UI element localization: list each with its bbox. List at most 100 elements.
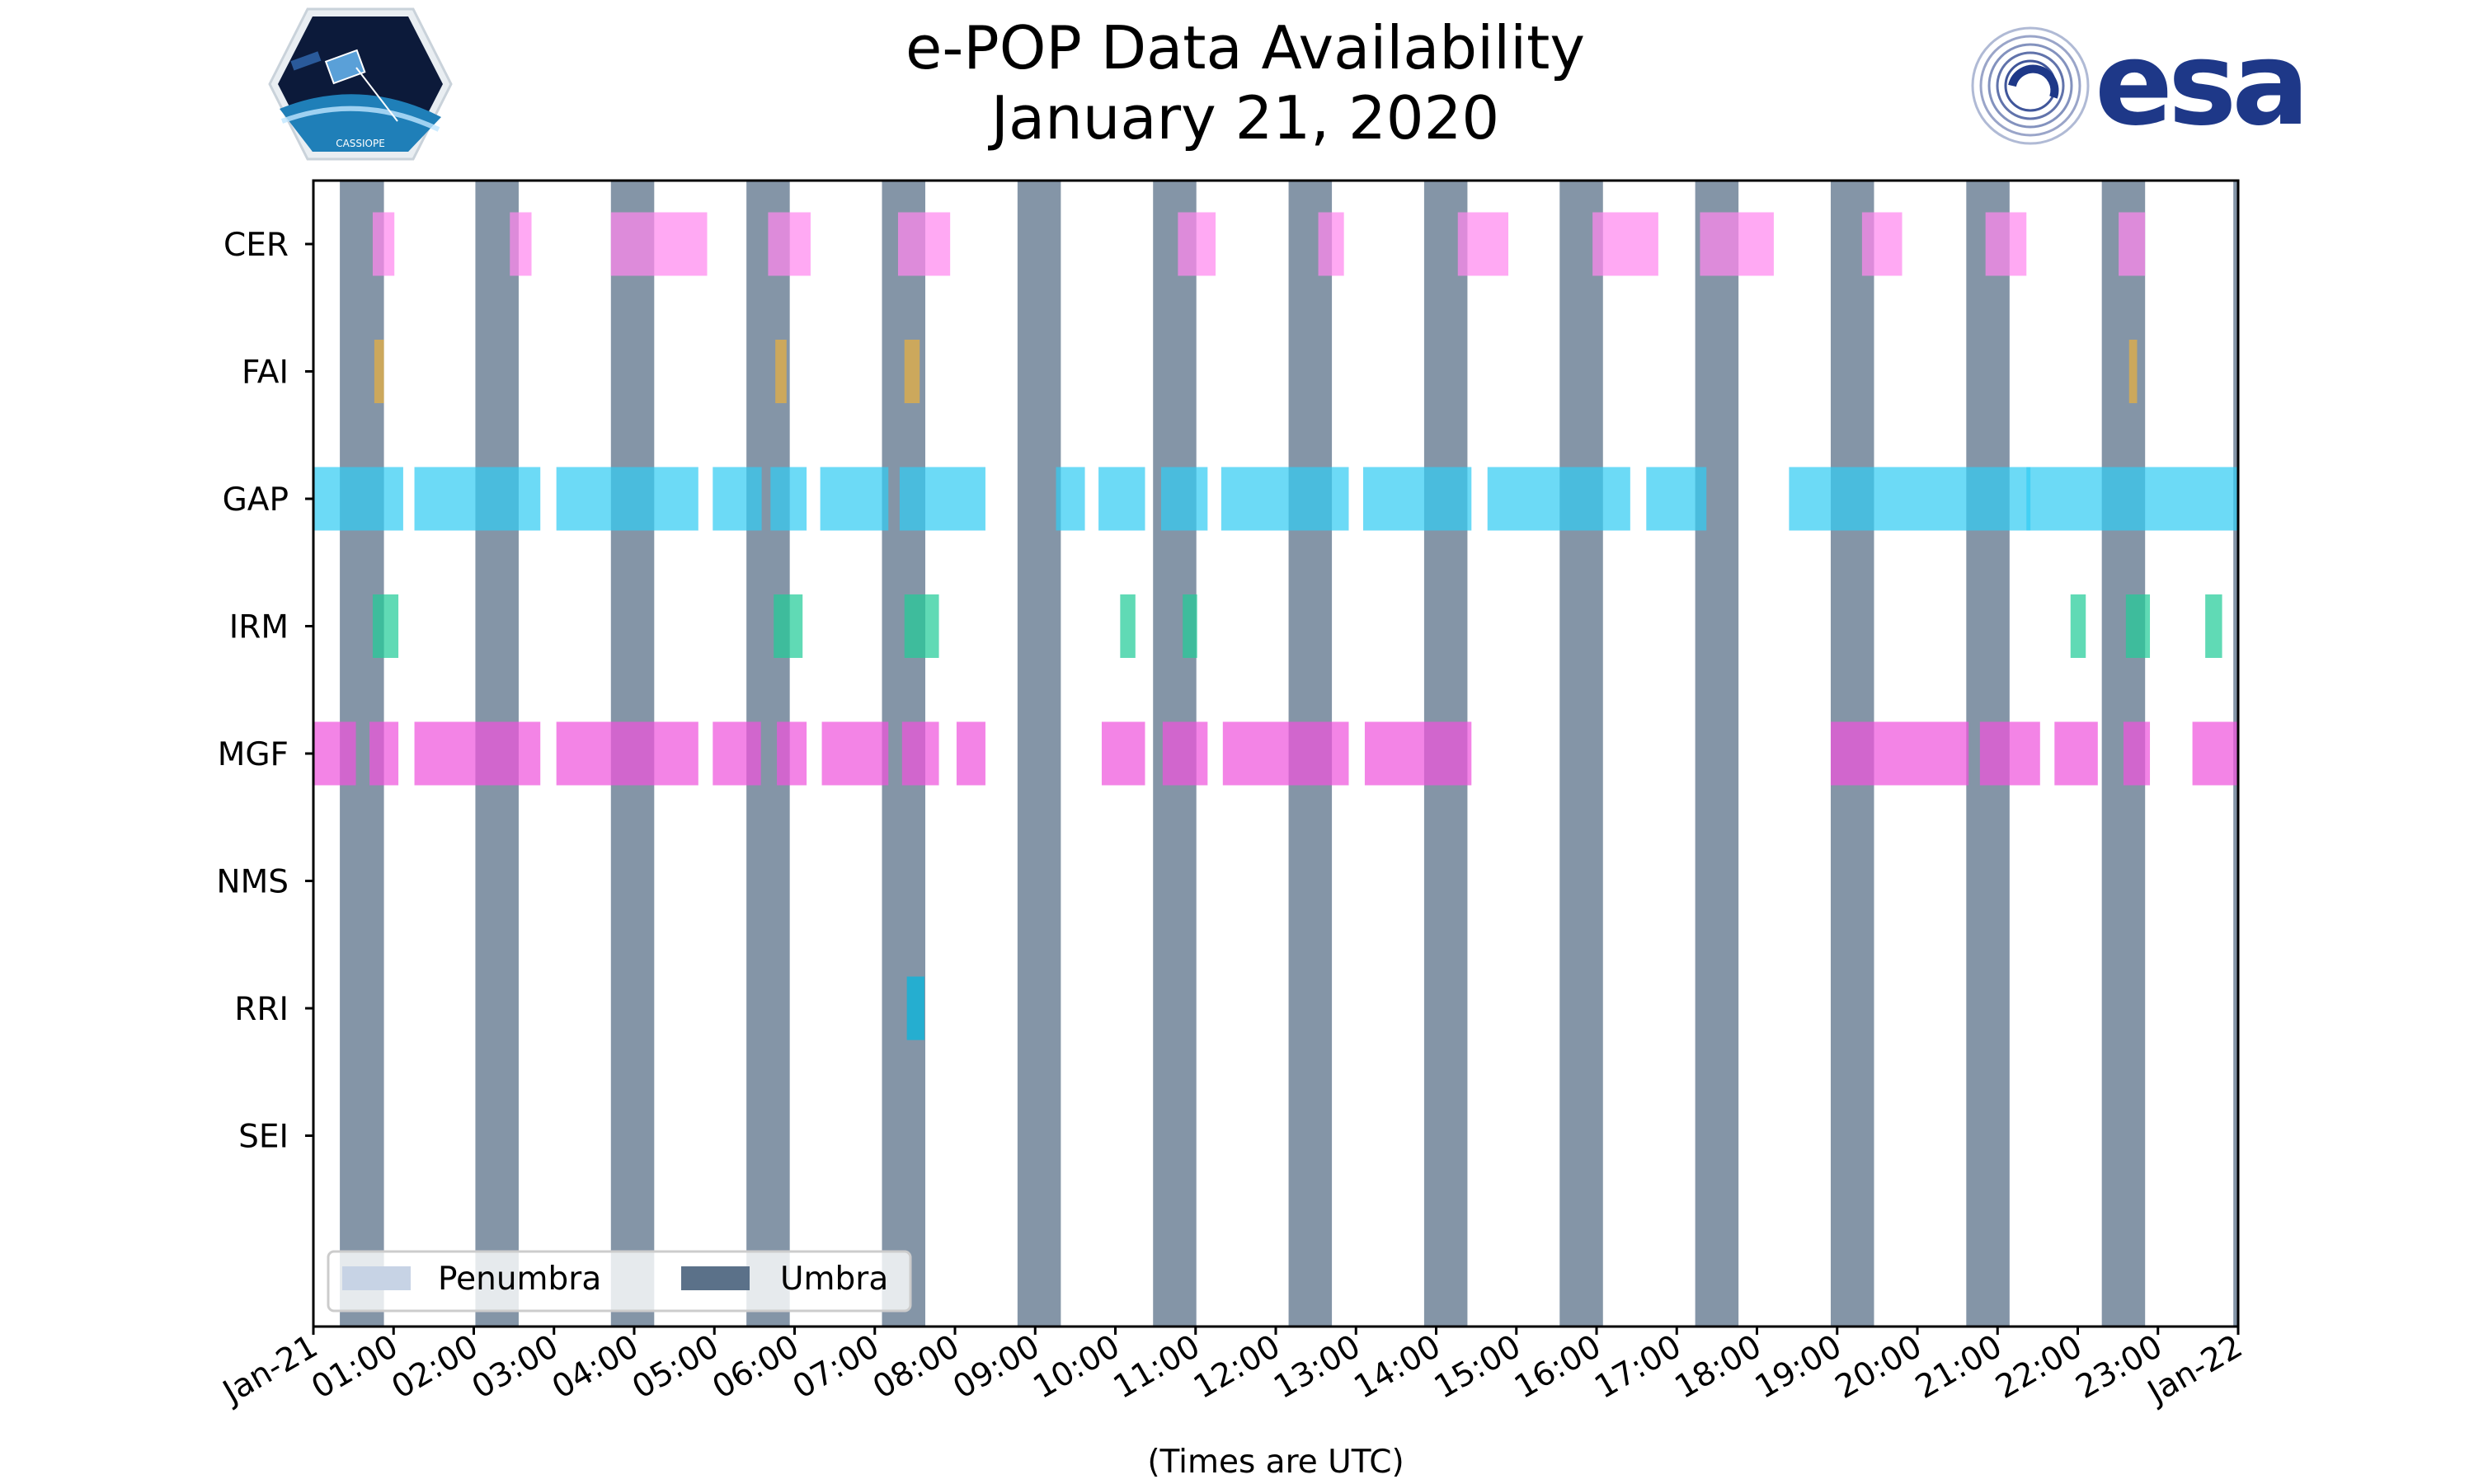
- interval-bar-fai: [374, 340, 384, 403]
- interval-bar-gap: [770, 467, 807, 531]
- x-tick-label: 03:00: [466, 1328, 565, 1407]
- x-tick-label: 14:00: [1348, 1328, 1447, 1407]
- interval-bar-irm: [372, 594, 399, 658]
- legend-label-umbra: Umbra: [780, 1261, 888, 1298]
- interval-bar-fai: [2128, 340, 2138, 403]
- interval-bar-cer: [897, 212, 951, 276]
- umbra-band: [1695, 181, 1739, 1327]
- interval-bar-cer: [1457, 212, 1509, 276]
- interval-bar-mgf: [556, 721, 698, 786]
- interval-bar-mgf: [1162, 721, 1208, 786]
- interval-bar-mgf: [1101, 721, 1145, 786]
- interval-bar-gap: [414, 467, 541, 531]
- interval-bar-gap: [820, 467, 889, 531]
- y-tick-label: RRI: [234, 991, 289, 1028]
- interval-bar-gap: [1646, 467, 1707, 531]
- x-tick-label: 08:00: [867, 1328, 966, 1407]
- y-tick-label: CER: [223, 227, 289, 264]
- interval-bar-gap: [1487, 467, 1630, 531]
- interval-bar-mgf: [821, 721, 889, 786]
- x-tick-label: 12:00: [1188, 1328, 1286, 1407]
- interval-bar-mgf: [2054, 721, 2098, 786]
- interval-bar-gap: [556, 467, 698, 531]
- x-axis: Jan-2101:0002:0003:0004:0005:0006:0007:0…: [215, 1327, 2249, 1412]
- interval-bar-irm: [2125, 594, 2151, 658]
- x-tick-label: 17:00: [1588, 1328, 1687, 1407]
- legend-box: [327, 1250, 912, 1313]
- interval-bar-gap: [1056, 467, 1085, 531]
- interval-bar-cer: [1985, 212, 2027, 276]
- legend-swatch-umbra: [681, 1266, 750, 1290]
- interval-bar-mgf: [1979, 721, 2040, 786]
- chart-title-line2: January 21, 2020: [988, 83, 1499, 153]
- interval-bar-irm: [1120, 594, 1136, 658]
- interval-bar-irm: [2205, 594, 2222, 658]
- cassiope-logo-text: CASSIOPE: [336, 138, 385, 149]
- x-tick-label: 20:00: [1829, 1328, 1928, 1407]
- x-tick-label: 04:00: [546, 1328, 645, 1407]
- y-tick-label: FAI: [242, 355, 289, 392]
- interval-bar-cer: [1318, 212, 1344, 276]
- x-tick-label: 19:00: [1749, 1328, 1848, 1407]
- interval-bar-fai: [775, 340, 787, 403]
- legend-swatch-penumbra: [342, 1266, 411, 1290]
- interval-bar-mgf: [901, 721, 939, 786]
- esa-logo: esa: [1971, 17, 2310, 152]
- interval-bar-fai: [904, 340, 920, 403]
- interval-bar-cer: [372, 212, 395, 276]
- y-tick-label: MGF: [218, 736, 289, 773]
- interval-bar-gap: [1098, 467, 1145, 531]
- y-tick-label: NMS: [216, 864, 289, 901]
- x-tick-label: 06:00: [707, 1328, 806, 1407]
- interval-bar-irm: [1183, 594, 1197, 658]
- interval-bar-mgf: [313, 721, 356, 786]
- umbra-band: [1017, 181, 1061, 1327]
- interval-bar-cer: [1592, 212, 1658, 276]
- x-axis-label: (Times are UTC): [1147, 1444, 1404, 1481]
- esa-swirl-icon: [1971, 26, 2090, 145]
- interval-bar-cer: [610, 212, 708, 276]
- interval-bar-mgf: [2192, 721, 2238, 786]
- interval-bar-rri: [906, 976, 925, 1040]
- y-axis: CER FAI GAP IRM MGF NMS RRI SEI: [216, 227, 313, 1156]
- interval-bar-irm: [774, 594, 803, 658]
- umbra-band: [1559, 181, 1603, 1327]
- x-tick-label: Jan-21: [215, 1328, 324, 1412]
- interval-bar-mgf: [956, 721, 985, 786]
- interval-bar-gap: [899, 467, 985, 531]
- interval-bar-mgf: [2123, 721, 2151, 786]
- x-tick-label: 15:00: [1428, 1328, 1527, 1407]
- interval-bar-gap: [1789, 467, 2031, 531]
- x-tick-label: 13:00: [1268, 1328, 1366, 1407]
- interval-bar-cer: [768, 212, 811, 276]
- interval-bar-mgf: [414, 721, 541, 786]
- interval-bar-cer: [1178, 212, 1216, 276]
- x-tick-label: 01:00: [305, 1328, 404, 1407]
- interval-bar-cer: [1861, 212, 1903, 276]
- interval-bar-mgf: [1364, 721, 1472, 786]
- interval-bar-cer: [510, 212, 532, 276]
- x-tick-label: 07:00: [787, 1328, 886, 1407]
- x-tick-label: 16:00: [1508, 1328, 1607, 1407]
- y-tick-label: GAP: [223, 481, 289, 519]
- interval-bar-irm: [904, 594, 939, 658]
- y-tick-label: IRM: [229, 609, 289, 646]
- interval-bar-gap: [2026, 467, 2238, 531]
- x-tick-label: 05:00: [626, 1328, 725, 1407]
- x-tick-label: 09:00: [947, 1328, 1046, 1407]
- interval-bar-gap: [713, 467, 762, 531]
- cassiope-logo: CASSIOPE: [268, 7, 453, 161]
- esa-logo-text: esa: [2095, 17, 2305, 152]
- satellite-icon: [290, 49, 398, 122]
- interval-bar-mgf: [369, 721, 399, 786]
- legend: Penumbra Umbra: [327, 1250, 912, 1313]
- x-tick-label: 22:00: [1990, 1328, 2089, 1407]
- interval-bar-mgf: [1830, 721, 1969, 786]
- x-tick-label: 21:00: [1909, 1328, 2008, 1407]
- interval-bar-gap: [1221, 467, 1349, 531]
- instrument-intervals: [313, 212, 2238, 1040]
- interval-bar-gap: [313, 467, 403, 531]
- interval-bar-cer: [2119, 212, 2146, 276]
- chart-title-line1: e-POP Data Availability: [905, 13, 1585, 82]
